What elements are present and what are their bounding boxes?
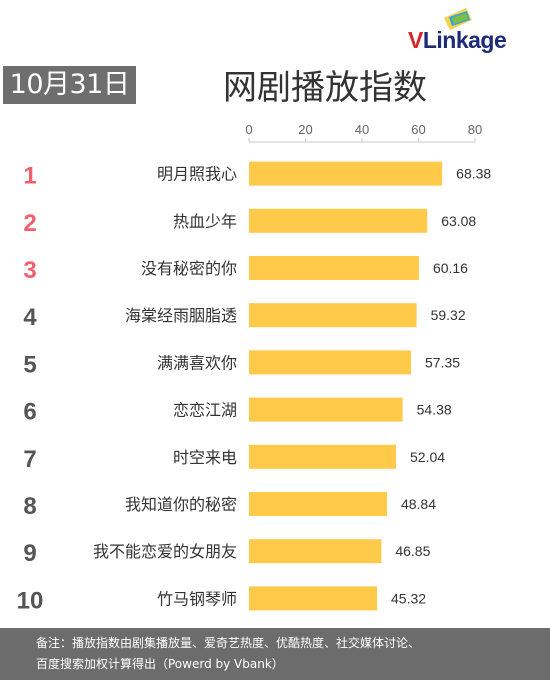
bar [249,208,428,233]
date-badge: 10月31日 [3,66,136,104]
vlinkage-logo: VLinkage [408,6,548,56]
x-tick-label: 20 [298,122,312,137]
rank-number: 4 [23,304,37,331]
bar-value-label: 60.16 [433,260,468,276]
category-label: 明月照我心 [157,165,237,184]
bar-value-label: 63.08 [441,213,476,229]
footer-line-2: 百度搜索加权计算得出（Powerd by Vbank） [36,657,284,671]
rank-number: 8 [23,493,36,520]
rank-number: 9 [23,540,36,567]
logo-text: VLinkage [408,27,507,54]
bar-value-label: 54.38 [417,402,452,418]
bar-value-label: 57.35 [425,354,460,370]
category-label: 时空来电 [173,448,237,467]
category-label: 热血少年 [173,212,237,231]
x-tick-label: 60 [411,122,425,137]
bar [249,161,443,186]
rank-number: 1 [23,163,36,190]
bar-value-label: 52.04 [410,449,445,465]
category-label: 竹马钢琴师 [157,589,237,608]
bar [249,350,412,375]
category-label: 没有秘密的你 [141,259,237,278]
chart-title: 网剧播放指数 [223,68,427,108]
x-tick-label: 0 [245,122,252,137]
footer-line-1: 备注：播放指数由剧集播放量、爱奇艺热度、优酷热度、社交媒体讨论、 [36,636,421,650]
bar [249,444,397,469]
bar-value-label: 68.38 [456,166,491,182]
category-label: 海棠经雨胭脂透 [125,306,237,325]
rank-number: 2 [23,210,36,237]
rank-number: 5 [23,351,36,378]
rank-number: 3 [23,257,36,284]
logo-letter-v: V [408,27,423,53]
bar-value-label: 48.84 [401,496,436,512]
category-label: 我知道你的秘密 [125,495,237,514]
rank-number: 6 [23,399,36,426]
category-label: 恋恋江湖 [173,401,237,420]
bar [249,539,382,564]
rank-number: 7 [23,446,36,473]
logo-wordmark: Linkage [422,27,507,53]
category-label: 满满喜欢你 [157,353,237,372]
bar-chart: 0 20 40 60 80 68.38 明月照我心 1 63.08 热血少年 2 60.16 没有秘密的… [17,122,492,614]
bar-value-label: 46.85 [395,543,430,559]
x-tick-label: 40 [355,122,369,137]
bar-value-label: 45.32 [391,590,426,606]
bar-value-label: 59.32 [431,307,466,323]
footer-note: 备注：播放指数由剧集播放量、爱奇艺热度、优酷热度、社交媒体讨论、 百度搜索加权计… [0,628,550,680]
bar [249,397,403,422]
bar [249,256,419,280]
bar [249,492,387,516]
rank-number: 10 [17,587,44,614]
x-tick-label: 80 [468,122,482,137]
category-label: 我不能恋爱的女朋友 [93,542,237,561]
logo-icon [444,8,472,30]
bar [249,586,378,611]
bar [249,303,417,328]
